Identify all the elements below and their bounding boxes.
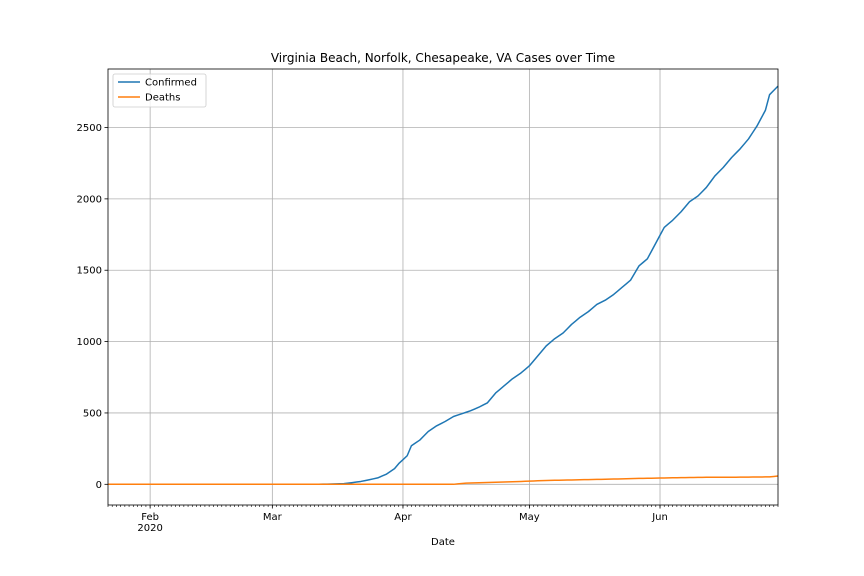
chart-title: Virginia Beach, Norfolk, Chesapeake, VA … [271, 51, 615, 65]
x-tick-label: Mar [263, 512, 283, 523]
x-tick-sublabel: 2020 [137, 523, 162, 534]
y-tick-label: 0 [96, 480, 102, 491]
series-lines [108, 85, 779, 486]
legend: Confirmed Deaths [112, 73, 207, 108]
plot-frame [107, 68, 779, 506]
legend-label-confirmed: Confirmed [145, 78, 197, 89]
legend-label-deaths: Deaths [145, 93, 180, 104]
x-axis-label: Date [431, 537, 455, 548]
x-tick-label: Apr [394, 512, 412, 523]
x-tick-label: May [519, 512, 540, 523]
x-tick-label: Feb [141, 512, 159, 523]
y-tick-label: 2500 [77, 123, 102, 134]
y-tick-label: 2000 [77, 194, 102, 205]
grid-lines [108, 69, 778, 505]
y-tick-label: 1500 [77, 266, 102, 277]
y-tick-label: 500 [83, 408, 102, 419]
y-tick-label: 1000 [77, 337, 102, 348]
x-tick-label: Jun [651, 512, 668, 523]
series-line-deaths [108, 475, 779, 486]
